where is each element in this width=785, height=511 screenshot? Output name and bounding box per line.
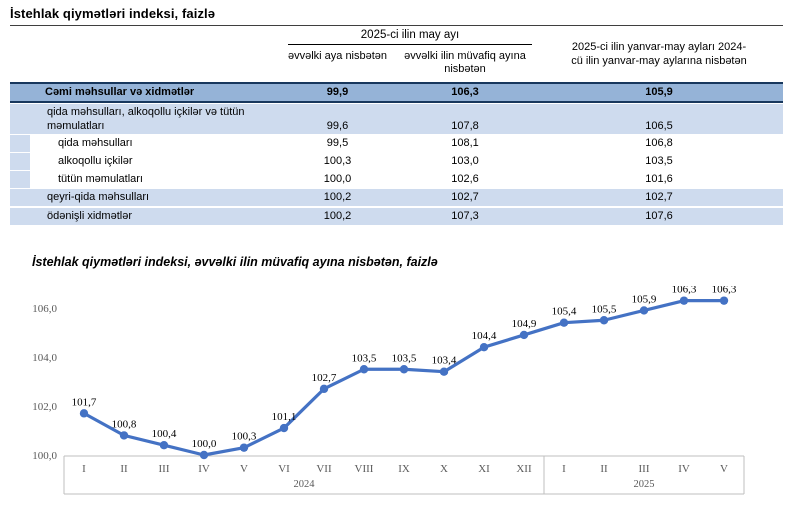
row-value: 101,6	[535, 171, 783, 188]
row-value: 102,7	[395, 189, 535, 206]
column-header-prev-year-month: əvvəlki ilin müvafiq ayına nisbətən	[404, 50, 526, 75]
svg-text:105,9: 105,9	[632, 293, 657, 305]
row-label: alkoqollu içkilər	[30, 153, 280, 170]
svg-text:100,0: 100,0	[192, 438, 217, 450]
row-indent	[10, 135, 30, 152]
svg-text:V: V	[720, 463, 728, 475]
svg-text:102,7: 102,7	[312, 372, 337, 384]
svg-text:I: I	[562, 463, 566, 475]
svg-text:I: I	[82, 463, 86, 475]
row-value: 106,5	[535, 104, 783, 134]
svg-text:100,0: 100,0	[32, 450, 57, 462]
row-value: 107,3	[395, 208, 535, 225]
row-value: 99,9	[326, 86, 349, 98]
table-row-services: ödənişli xidmətlər 100,2 107,3 107,6	[10, 208, 783, 225]
svg-text:105,5: 105,5	[592, 303, 617, 315]
row-value: 107,8	[395, 104, 535, 134]
svg-text:IV: IV	[678, 463, 690, 475]
svg-text:105,4: 105,4	[552, 306, 577, 318]
cpi-table: 2025-ci ilin may ayı əvvəlki aya nisbətə…	[10, 25, 783, 225]
svg-text:103,5: 103,5	[392, 352, 417, 364]
row-value: 99,6	[280, 104, 395, 134]
row-value: 102,6	[395, 171, 535, 188]
row-value: 99,5	[280, 135, 395, 152]
row-value: 108,1	[395, 135, 535, 152]
svg-text:III: III	[159, 463, 170, 475]
column-header-prev-month: əvvəlki aya nisbətən	[287, 50, 388, 62]
svg-text:104,4: 104,4	[472, 330, 497, 342]
svg-text:100,4: 100,4	[152, 428, 177, 440]
row-value: 106,8	[535, 135, 783, 152]
row-label: tütün məmulatları	[30, 171, 280, 188]
svg-text:XI: XI	[478, 463, 490, 475]
svg-text:100,3: 100,3	[232, 431, 257, 443]
chart-title: İstehlak qiymətləri indeksi, əvvəlki ili…	[32, 255, 438, 269]
svg-text:106,0: 106,0	[32, 303, 57, 315]
svg-text:V: V	[240, 463, 248, 475]
svg-text:XII: XII	[516, 463, 532, 475]
row-value: 100,2	[280, 208, 395, 225]
row-value: 100,0	[280, 171, 395, 188]
row-indent	[10, 153, 30, 170]
svg-text:IV: IV	[198, 463, 210, 475]
column-group-header: 2025-ci ilin may ayı	[288, 29, 532, 45]
row-value: 102,7	[535, 189, 783, 206]
table-row-food: qida məhsulları 99,5 108,1 106,8	[10, 135, 783, 152]
row-indent	[10, 189, 30, 206]
row-indent	[10, 208, 30, 225]
svg-text:104,9: 104,9	[512, 318, 537, 330]
table-row-food-group: qida məhsulları, alkoqollu içkilər və tü…	[10, 104, 783, 134]
table-row-alcohol: alkoqollu içkilər 100,3 103,0 103,5	[10, 153, 783, 170]
row-label: Cəmi məhsullar və xidmətlər	[45, 86, 195, 98]
row-indent	[10, 171, 30, 188]
svg-text:101,7: 101,7	[72, 396, 97, 408]
row-value: 103,5	[535, 153, 783, 170]
table-row-nonfood: qeyri-qida məhsulları 100,2 102,7 102,7	[10, 189, 783, 206]
row-value: 107,6	[535, 208, 783, 225]
svg-text:II: II	[600, 463, 608, 475]
svg-text:106,3: 106,3	[672, 286, 697, 296]
row-value: 100,2	[280, 189, 395, 206]
row-label: ödənişli xidmətlər	[30, 208, 280, 225]
table-title: İstehlak qiymətləri indeksi, faizlə	[10, 6, 216, 21]
column-header-jan-may: 2025-ci ilin yanvar-may ayları 2024-cü i…	[571, 40, 747, 68]
row-indent	[10, 84, 30, 101]
row-value: 106,3	[451, 86, 479, 98]
row-value: 100,3	[280, 153, 395, 170]
svg-text:101,1: 101,1	[272, 411, 297, 423]
table-header: 2025-ci ilin may ayı əvvəlki aya nisbətə…	[10, 26, 783, 82]
svg-text:II: II	[120, 463, 128, 475]
row-value: 103,0	[395, 153, 535, 170]
svg-text:103,4: 103,4	[432, 355, 457, 367]
table-row-tobacco: tütün məmulatları 100,0 102,6 101,6	[10, 171, 783, 188]
row-indent	[10, 104, 30, 134]
svg-text:X: X	[440, 463, 448, 475]
svg-text:104,0: 104,0	[32, 352, 57, 364]
svg-text:100,8: 100,8	[112, 418, 137, 430]
table-row-total: Cəmi məhsullar və xidmətlər 99,9 106,3 1…	[10, 82, 783, 103]
svg-text:103,5: 103,5	[352, 352, 377, 364]
row-value: 105,9	[645, 86, 673, 98]
row-label: qida məhsulları	[30, 135, 280, 152]
svg-text:106,3: 106,3	[712, 286, 737, 296]
svg-text:IX: IX	[398, 463, 410, 475]
row-label: qida məhsulları, alkoqollu içkilər və tü…	[30, 104, 280, 134]
svg-text:2025: 2025	[634, 479, 655, 490]
svg-text:VI: VI	[278, 463, 290, 475]
svg-text:2024: 2024	[294, 479, 316, 490]
svg-text:VIII: VIII	[355, 463, 374, 475]
svg-text:VII: VII	[316, 463, 332, 475]
svg-text:102,0: 102,0	[32, 401, 57, 413]
row-label: qeyri-qida məhsulları	[30, 189, 280, 206]
svg-text:III: III	[639, 463, 650, 475]
